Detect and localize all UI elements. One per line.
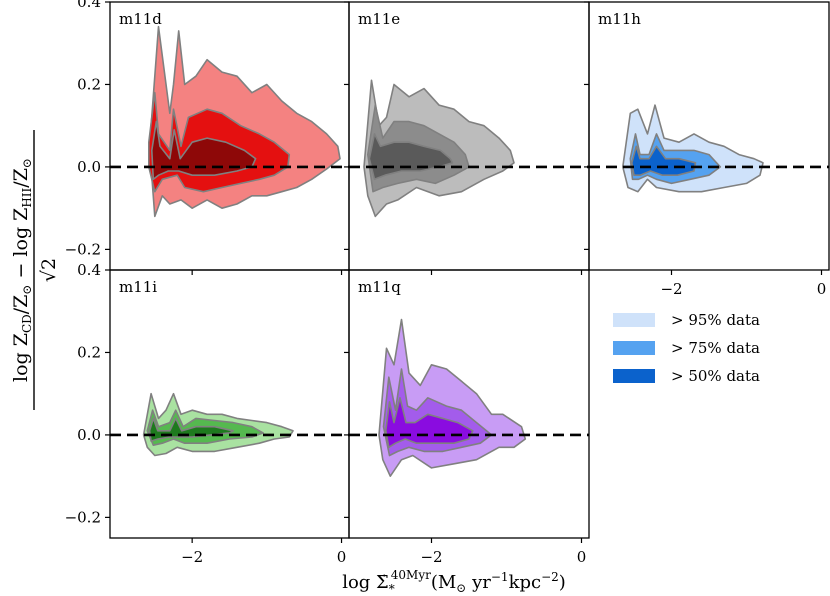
y-axis-label-numerator: log ZCD/Z⊙ − log ZHII/Z⊙: [10, 158, 34, 382]
y-tick-label: 0.2: [77, 343, 101, 361]
panel-label: m11q: [358, 278, 401, 296]
y-tick-label: −0.2: [65, 240, 101, 258]
panel-m11d: −0.2 0.0 0.2 0.4 m11d: [65, 0, 350, 275]
legend-swatch-95: [613, 313, 655, 327]
panel-frame: [348, 269, 590, 539]
legend-swatch-75: [613, 341, 655, 355]
y-axis-label: log ZCD/Z⊙ − log ZHII/Z⊙ √2: [10, 130, 60, 410]
x-tick-label: −2: [181, 548, 203, 566]
contour-group: [363, 79, 515, 218]
contour-group: [148, 25, 341, 218]
legend-label-50: > 50% data: [671, 367, 760, 385]
panel-label: m11i: [119, 278, 157, 296]
contour-group: [378, 318, 527, 477]
legend-label-95: > 95% data: [671, 311, 760, 329]
x-tick-label: −2: [420, 548, 442, 566]
legend-label-75: > 75% data: [671, 339, 760, 357]
panel-label: m11d: [119, 10, 162, 28]
x-axis-label: log Σ̇*40Myr(M⊙ yr−1kpc−2): [342, 568, 566, 596]
panel-label: m11e: [358, 10, 400, 28]
y-tick-label: 0.4: [77, 0, 101, 11]
x-tick-label: 0: [577, 548, 587, 566]
panel-frame: [109, 269, 350, 539]
contour-50: [151, 120, 257, 181]
panel-label: m11h: [598, 10, 641, 28]
panel-m11q: −2 0 m11q: [344, 269, 590, 566]
panel-m11e: m11e: [344, 1, 590, 275]
y-tick-label: 0.4: [77, 261, 101, 279]
contour-95: [150, 25, 341, 218]
y-tick-label: 0.0: [77, 426, 101, 444]
panel-m11h: −2 0 m11h: [584, 1, 830, 298]
legend: > 95% data > 75% data > 50% data: [613, 311, 760, 385]
panel-m11i: −0.2 0.0 0.2 0.4 −2 0 m11i: [65, 261, 350, 566]
y-tick-label: −0.2: [65, 508, 101, 526]
contour-group: [142, 392, 294, 457]
x-tick-label: 0: [817, 280, 827, 298]
panels-layer: −0.2 0.0 0.2 0.4 m11d m11e −2 0 m11h −0.2 0.0 0.2 0.…: [65, 0, 830, 566]
x-tick-label: −2: [660, 280, 682, 298]
contour-group: [622, 104, 764, 193]
y-tick-label: 0.2: [77, 75, 101, 93]
y-tick-label: 0.0: [77, 158, 101, 176]
x-tick-label: 0: [337, 548, 347, 566]
y-axis-label-denominator: √2: [38, 258, 60, 282]
panel-frame: [588, 1, 830, 271]
legend-swatch-50: [613, 369, 655, 383]
